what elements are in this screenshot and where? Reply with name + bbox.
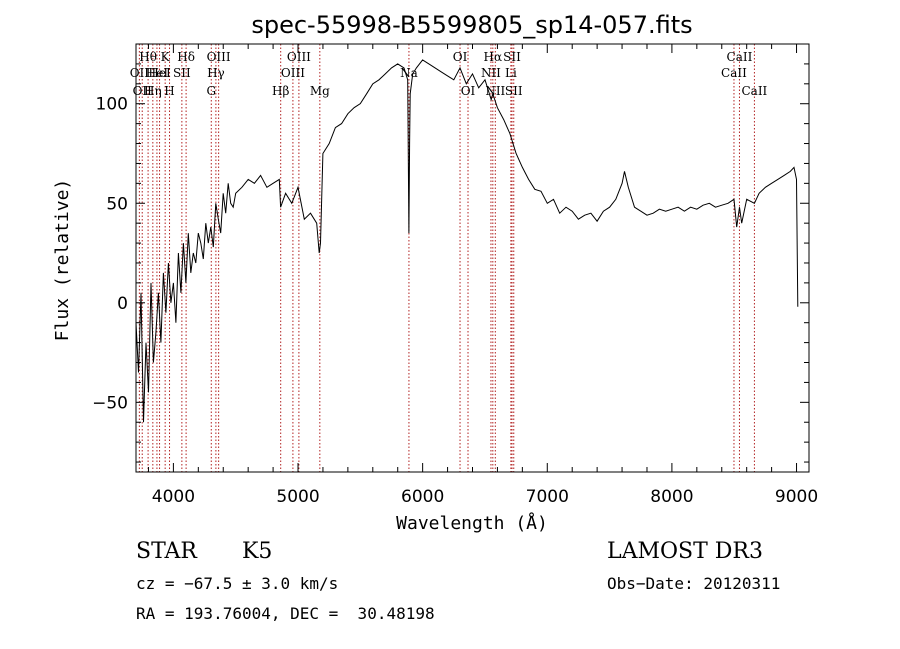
line-label-20: NII — [481, 66, 501, 80]
line-label-18: OI — [453, 50, 468, 64]
line-label-27: CaII — [727, 50, 753, 64]
x-tick-label-6000: 6000 — [401, 487, 444, 507]
line-label-28: CaII — [741, 84, 767, 98]
line-label-11: Hγ — [207, 66, 225, 80]
line-label-26: CaII — [721, 66, 747, 80]
x-tick-label-5000: 5000 — [276, 487, 319, 507]
line-label-23: Li — [505, 66, 517, 80]
x-axis-ticks: 4000 5000 6000 7000 8000 9000 — [147, 44, 818, 507]
redshift-cz: cz = −67.5 ± 3.0 km/s — [136, 574, 339, 593]
chart-title: spec-55998-B5599805_sp14-057.fits — [251, 11, 692, 39]
x-axis-label: Wavelength (Å) — [396, 512, 548, 534]
line-label-3: Hη — [144, 84, 162, 98]
y-axis-label: Flux (relative) — [52, 179, 73, 342]
y-tick-label--50: −50 — [92, 393, 128, 413]
line-label-12: OIII — [207, 50, 231, 64]
survey-name: LAMOST DR3 — [607, 539, 763, 564]
line-label-8: SII — [173, 66, 191, 80]
line-label-0: OII — [130, 66, 150, 80]
line-label-19: OI — [461, 84, 476, 98]
line-label-5: HeI — [148, 66, 171, 80]
x-tick-label-7000: 7000 — [526, 487, 569, 507]
x-tick-label-4000: 4000 — [152, 487, 195, 507]
plot-frame — [135, 43, 810, 473]
line-label-10: G — [206, 84, 216, 98]
line-label-6: K — [161, 50, 171, 64]
x-tick-label-9000: 9000 — [775, 487, 818, 507]
line-label-7: H — [164, 84, 174, 98]
line-label-1: OII — [133, 84, 153, 98]
object-class: STAR — [136, 539, 197, 564]
line-label-16: Mg — [310, 84, 330, 98]
line-label-22: NII — [485, 84, 505, 98]
object-subclass: K5 — [242, 539, 273, 564]
ra-dec: RA = 193.76004, DEC = 30.48198 — [136, 604, 435, 623]
x-tick-label-8000: 8000 — [650, 487, 693, 507]
line-label-13: Hβ — [272, 84, 289, 98]
line-label-17: Na — [400, 66, 418, 80]
y-tick-label-50: 50 — [106, 194, 128, 214]
spectral-line-markers — [138, 44, 755, 472]
line-label-14: OIII — [281, 66, 305, 80]
line-label-21: Hα — [484, 50, 503, 64]
line-label-4: HeI — [146, 66, 169, 80]
spectral-line-labels: OIIOIIHθHηHeIHeIKHSIIHδGHγOIIIHβOIIIOIII… — [130, 50, 768, 98]
line-label-15: OIII — [287, 50, 311, 64]
line-label-25: SII — [505, 84, 523, 98]
line-label-2: Hθ — [139, 50, 157, 64]
y-tick-label-0: 0 — [117, 294, 128, 314]
y-axis-ticks: −50 0 50 100 — [92, 63, 809, 463]
spectrum-line — [135, 59, 799, 423]
y-tick-label-100: 100 — [96, 95, 128, 115]
line-label-9: Hδ — [177, 50, 195, 64]
obs-date: Obs−Date: 20120311 — [607, 574, 781, 593]
line-label-24: SII — [503, 50, 521, 64]
